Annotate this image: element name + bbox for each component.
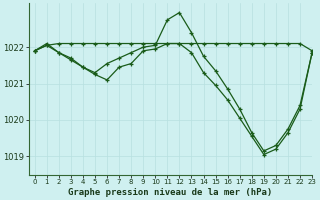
X-axis label: Graphe pression niveau de la mer (hPa): Graphe pression niveau de la mer (hPa) <box>68 188 273 197</box>
